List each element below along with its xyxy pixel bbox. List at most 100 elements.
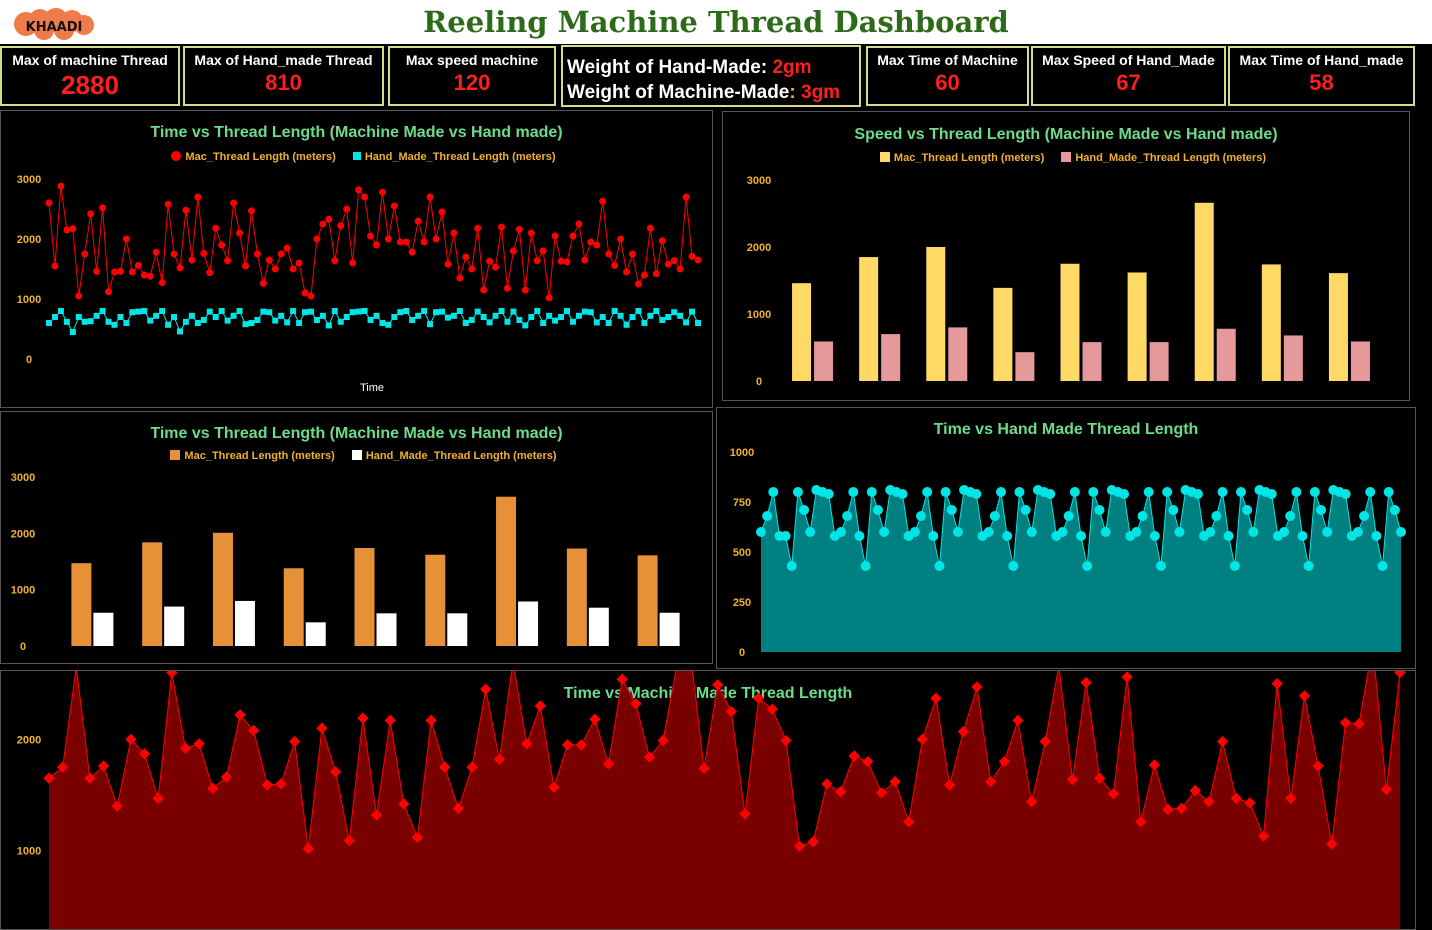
data-point <box>486 258 493 265</box>
data-point <box>1174 527 1184 537</box>
data-point <box>444 261 451 268</box>
data-point <box>87 210 94 217</box>
data-point <box>361 194 368 201</box>
data-point <box>284 319 290 325</box>
data-point <box>787 561 797 571</box>
data-point <box>70 329 76 335</box>
kpi-label: Max of machine Thread <box>2 52 178 68</box>
data-point <box>879 527 889 537</box>
header-bar: KHAADI Reeling Machine Thread Dashboard <box>0 0 1432 44</box>
data-point <box>278 313 284 319</box>
data-point <box>1070 487 1080 497</box>
data-point <box>712 679 723 690</box>
data-point <box>272 266 279 273</box>
data-point <box>695 257 702 264</box>
data-point <box>695 320 701 326</box>
y-tick-label: 0 <box>756 376 762 388</box>
data-point <box>605 251 612 258</box>
data-point <box>284 245 291 252</box>
panel-time-vs-hand-area: Time vs Hand Made Thread Length 1000 750 5… <box>716 407 1416 669</box>
y-tick-label: 0 <box>20 641 26 653</box>
data-point <box>1310 487 1320 497</box>
data-point <box>260 280 267 287</box>
weight-card: Weight of Hand-Made: 2gm Weight of Machi… <box>561 45 861 107</box>
data-point <box>510 248 517 255</box>
data-point <box>1299 690 1310 701</box>
bar <box>142 542 162 646</box>
data-point <box>344 314 350 320</box>
data-point <box>76 314 82 320</box>
data-point <box>135 262 142 269</box>
bar <box>948 327 967 381</box>
data-point <box>343 206 350 213</box>
panel-time-vs-thread-bar: Time vs Thread Length (Machine Made vs H… <box>0 411 713 664</box>
data-point <box>635 281 642 288</box>
data-point <box>612 308 618 314</box>
data-point <box>683 319 689 325</box>
data-point <box>368 317 374 323</box>
data-point <box>611 262 618 269</box>
data-point <box>302 290 309 297</box>
bar <box>1015 352 1034 381</box>
data-point <box>75 293 82 300</box>
data-point <box>129 269 136 276</box>
data-point <box>326 322 332 328</box>
data-point <box>433 309 439 315</box>
data-point <box>379 320 385 326</box>
data-point <box>165 201 172 208</box>
data-point <box>171 314 177 320</box>
y-tick-label: 1000 <box>11 585 35 597</box>
chart-svg: 1000 750 500 250 0 <box>717 408 1415 668</box>
data-point <box>1064 511 1074 521</box>
y-tick-label: 0 <box>26 354 32 366</box>
data-point <box>397 309 403 315</box>
data-point <box>916 511 926 521</box>
data-point <box>319 221 326 228</box>
data-point <box>266 257 273 264</box>
data-point <box>105 288 112 295</box>
data-point <box>641 272 648 279</box>
data-point <box>928 531 938 541</box>
kpi-value: 60 <box>868 70 1027 96</box>
data-point <box>599 198 606 205</box>
data-point <box>177 328 183 334</box>
kpi-value: 67 <box>1033 70 1224 96</box>
data-point <box>254 251 261 258</box>
data-point <box>94 313 100 319</box>
data-point <box>588 309 594 315</box>
data-point <box>1027 527 1037 537</box>
weight-hand-value: 2gm <box>772 57 811 78</box>
y-tick-label: 3000 <box>747 175 771 187</box>
y-tick-label: 3000 <box>11 472 35 484</box>
data-point <box>248 320 254 326</box>
data-point <box>528 230 535 237</box>
data-point <box>528 314 534 320</box>
data-point <box>499 308 505 314</box>
chart-svg: 3000200010000 <box>1 412 712 663</box>
data-point <box>689 309 695 315</box>
data-point <box>427 321 433 327</box>
data-point <box>947 505 957 515</box>
data-point <box>183 319 189 325</box>
data-point <box>1058 527 1068 537</box>
data-point <box>355 186 362 193</box>
data-point <box>854 531 864 541</box>
data-point <box>653 308 659 314</box>
data-point <box>272 318 278 324</box>
bar <box>638 555 658 646</box>
data-point <box>1131 527 1141 537</box>
y-tick-label: 2000 <box>747 242 771 254</box>
data-point <box>403 239 410 246</box>
data-point <box>487 319 493 325</box>
data-point <box>1322 527 1332 537</box>
kpi-label: Max Speed of Hand_Made <box>1033 52 1224 68</box>
data-point <box>1242 505 1252 515</box>
chart-svg: 3000200010000Time <box>1 111 712 407</box>
data-point <box>421 308 427 314</box>
data-point <box>135 309 141 315</box>
data-point <box>1224 531 1234 541</box>
kpi-value: 120 <box>390 70 554 96</box>
data-point <box>200 250 207 257</box>
data-point <box>1094 505 1104 515</box>
